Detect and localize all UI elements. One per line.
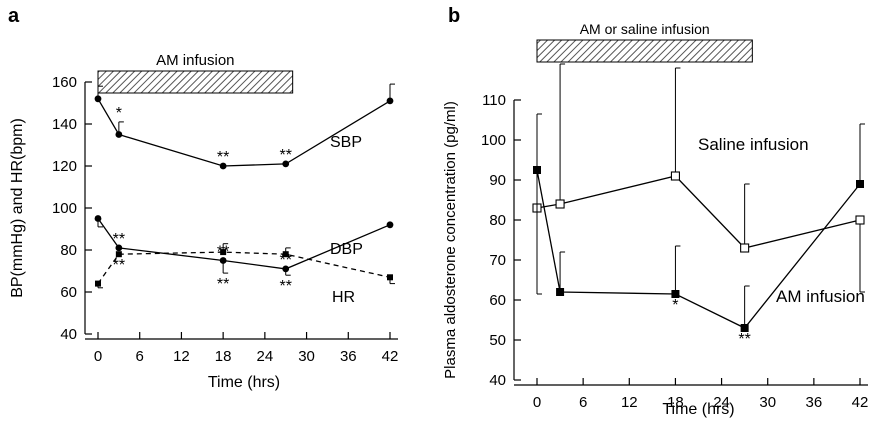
x-tick-label-b-36: 36: [806, 394, 823, 411]
x-tick-label-a-42: 42: [382, 348, 399, 365]
significance-dbp-18-below: **: [217, 276, 229, 293]
x-tick-label-a-6: 6: [136, 348, 144, 365]
am-or-saline-infusion-bar: [536, 39, 753, 63]
x-tick-label-a-24: 24: [257, 348, 274, 365]
point-saline-3: [555, 199, 565, 209]
axes-a: 40 60 80 100 120 140 160 0 6 12 18 24 30 36 42: [52, 74, 398, 365]
am-infusion-bar-label: AM infusion: [156, 52, 234, 69]
x-tick-label-b-42: 42: [852, 394, 869, 411]
y-tick-label-b-40: 40: [489, 372, 506, 389]
panel-a: a AM infusion 40 60 80 100 120 140 160 0 6 12 18 24…: [8, 5, 398, 391]
series-b: ***: [532, 63, 865, 348]
series-line-saline: [536, 175, 861, 249]
panel-label-b: b: [448, 5, 460, 27]
significance-sbp-27-above: **: [279, 147, 291, 164]
point-am-0: [533, 166, 541, 174]
point-sbp-0: [94, 95, 102, 103]
point-saline-42: [855, 215, 865, 225]
am-or-saline-infusion-bar-label: AM or saline infusion: [580, 21, 710, 37]
point-am-27: [740, 324, 749, 332]
point-sbp-18: [219, 162, 227, 170]
am-infusion-bar: [97, 70, 294, 94]
point-hr-42: [387, 274, 393, 281]
significance-dbp-27-above: **: [279, 252, 291, 269]
panel-b: b AM or saline infusion 4050607080901001…: [442, 5, 868, 418]
y-tick-label-b-80: 80: [489, 212, 506, 229]
y-axis-label-b: Plasma aldosterone concentration (pg/ml): [442, 101, 459, 379]
point-sbp-42: [386, 97, 394, 105]
point-hr-0: [95, 280, 101, 287]
x-tick-label-b-12: 12: [621, 394, 638, 411]
significance-sbp-3-above: *: [116, 105, 122, 122]
point-dbp-42: [386, 221, 394, 229]
series-line-sbp: [97, 98, 391, 167]
y-axis-label-a: BP(mmHg) and HR(bpm): [9, 118, 26, 298]
significance-hr-3-below: **: [113, 257, 125, 274]
point-hr-3: [115, 251, 122, 258]
y-tick-label-a-60: 60: [60, 284, 77, 301]
y-tick-label-a-40: 40: [60, 326, 77, 343]
x-tick-label-b-24: 24: [713, 394, 730, 411]
significance-dbp-27-below: **: [279, 278, 291, 295]
axes-b: 40 50 60 70 80 90 100 110 0 6 12 18 24 30 36 42: [481, 92, 868, 411]
x-tick-label-b-6: 6: [579, 394, 587, 411]
y-tick-label-b-100: 100: [481, 132, 506, 149]
point-hr-18: [220, 249, 227, 256]
legend-hr: HR: [332, 289, 355, 306]
point-am-42: [856, 180, 864, 188]
x-tick-label-b-30: 30: [759, 394, 776, 411]
y-tick-label-a-160: 160: [52, 74, 77, 91]
x-tick-label-a-0: 0: [94, 348, 102, 365]
point-dbp-0: [94, 215, 102, 222]
y-tick-label-b-110: 110: [482, 92, 506, 109]
point-sbp-27: [282, 160, 290, 168]
x-axis-label-a: Time (hrs): [208, 374, 280, 391]
x-tick-label-b-18: 18: [667, 394, 684, 411]
y-tick-label-a-120: 120: [52, 158, 77, 175]
legend-saline-infusion: Saline infusion: [698, 135, 809, 154]
significance-am-18-below: *: [672, 297, 678, 314]
y-tick-label-b-90: 90: [489, 172, 506, 189]
point-dbp-27: [282, 265, 290, 273]
panel-label-a: a: [8, 5, 20, 27]
y-tick-label-a-140: 140: [52, 116, 77, 133]
series-a: *****************: [94, 83, 395, 295]
point-saline-27: [740, 243, 750, 253]
legend-sbp: SBP: [330, 134, 362, 151]
x-axis-label-b: Time (hrs): [662, 401, 734, 418]
y-tick-label-b-70: 70: [489, 252, 506, 269]
point-am-3: [556, 288, 565, 296]
x-tick-label-a-18: 18: [215, 348, 232, 365]
x-tick-label-a-30: 30: [298, 348, 315, 365]
y-tick-label-b-50: 50: [489, 332, 506, 349]
series-line-hr: [97, 251, 391, 284]
point-dbp-18: [219, 257, 227, 264]
significance-sbp-18-above: **: [217, 149, 229, 166]
point-sbp-3: [115, 131, 123, 138]
point-saline-18: [670, 171, 680, 181]
x-tick-label-a-12: 12: [173, 348, 190, 365]
significance-dbp-3-above: **: [113, 231, 125, 248]
legend-dbp: DBP: [330, 241, 363, 258]
significance-am-27-below: **: [738, 331, 750, 348]
legend-am-infusion: AM infusion: [776, 287, 865, 306]
y-tick-label-a-80: 80: [60, 242, 77, 259]
x-tick-label-b-0: 0: [533, 394, 541, 411]
y-tick-label-a-100: 100: [52, 200, 77, 217]
x-tick-label-a-36: 36: [340, 348, 357, 365]
point-dbp-3: [115, 244, 123, 252]
point-hr-27: [282, 251, 289, 258]
y-tick-label-b-60: 60: [489, 292, 506, 309]
point-am-18: [671, 290, 680, 298]
